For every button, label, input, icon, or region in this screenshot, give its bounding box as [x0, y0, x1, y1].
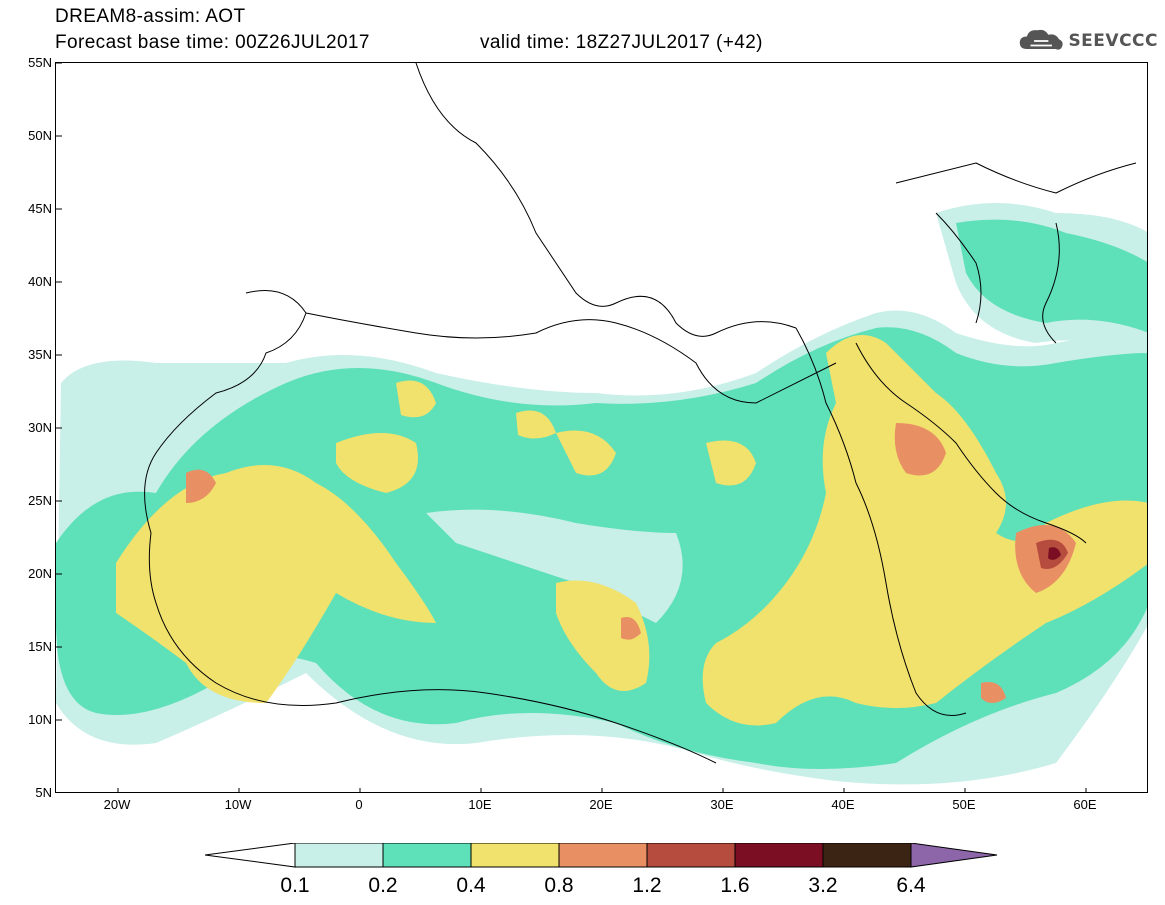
lat-label: 40N: [28, 274, 52, 289]
valid-time: valid time: 18Z27JUL2017 (+42): [480, 32, 763, 53]
coastlines: [144, 63, 1137, 764]
lon-label: 60E: [1073, 797, 1097, 812]
lat-label: 10N: [28, 712, 52, 727]
lat-label: 35N: [28, 347, 52, 362]
legend-value: 0.8: [544, 874, 574, 897]
aot-map: [56, 63, 1147, 792]
lat-label: 50N: [28, 128, 52, 143]
legend-swatch-over: [910, 843, 998, 868]
aot-band-08c: [186, 469, 216, 503]
cloud-icon: [1019, 29, 1063, 50]
lon-label: 0: [355, 797, 363, 812]
aot-band-04e: [396, 380, 436, 418]
legend-swatch-under: [205, 843, 296, 868]
color-legend: [205, 843, 998, 868]
lon-label: 40E: [831, 797, 855, 812]
legend-swatch: [382, 843, 472, 868]
legend-value: 3.2: [808, 874, 838, 897]
lon-label: 50E: [952, 797, 976, 812]
lon-label: 30E: [710, 797, 734, 812]
legend-value: 1.2: [632, 874, 662, 897]
seevccc-logo: SEEVCCC: [1018, 26, 1158, 56]
forecast-base-time: Forecast base time: 00Z26JUL2017: [55, 32, 370, 53]
lat-label: 5N: [35, 785, 52, 800]
legend-swatch: [470, 843, 560, 868]
aot-band-08: [894, 423, 946, 476]
lon-label: 20W: [103, 797, 131, 812]
grid-ticks: [56, 63, 1087, 792]
legend-swatch: [294, 843, 384, 868]
aot-band-16: [1048, 547, 1061, 560]
aot-band-04: [116, 465, 436, 703]
legend-value: 1.6: [720, 874, 750, 897]
lat-label: 25N: [28, 493, 52, 508]
aot-band-08e: [621, 617, 641, 640]
aot-band-04c: [556, 580, 650, 691]
lat-label: 20N: [28, 566, 52, 581]
lon-label: 10E: [468, 797, 492, 812]
lon-label: 10W: [224, 797, 252, 812]
aot-band-04h: [706, 440, 756, 486]
legend-value: 0.4: [456, 874, 486, 897]
legend-swatch: [558, 843, 648, 868]
lat-label: 30N: [28, 420, 52, 435]
lat-label: 15N: [28, 639, 52, 654]
legend-value: 6.4: [896, 874, 926, 897]
logo-text: SEEVCCC: [1068, 31, 1158, 51]
legend-value: 0.1: [280, 874, 310, 897]
aot-band-08d: [981, 682, 1006, 703]
aot-band-04b: [702, 335, 1147, 726]
legend-value: 0.2: [368, 874, 398, 897]
lon-label: 20E: [589, 797, 613, 812]
aot-band-04d: [336, 433, 418, 493]
legend-swatch: [822, 843, 912, 868]
aot-band-04f: [516, 410, 556, 439]
lat-label: 55N: [28, 55, 52, 70]
product-title: DREAM8-assim: AOT: [55, 6, 246, 27]
map-panel: [55, 62, 1148, 793]
aot-band-04g: [556, 430, 616, 476]
lat-label: 45N: [28, 201, 52, 216]
legend-swatch: [646, 843, 736, 868]
legend-swatch: [734, 843, 824, 868]
aot-band-02b: [956, 219, 1147, 333]
